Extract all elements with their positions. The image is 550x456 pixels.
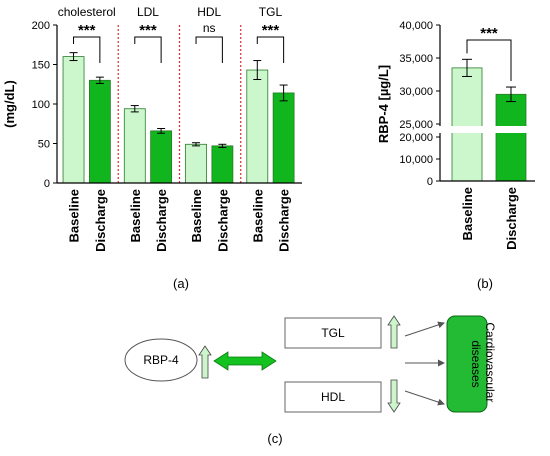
panel-b-y-tick-label: 30,000 xyxy=(399,86,433,98)
panel-a-category-label: Discharge xyxy=(154,189,169,252)
panel-a-significance-label: *** xyxy=(78,22,96,39)
panel-b-category-label: Discharge xyxy=(504,187,519,250)
panel-b-significance-bracket xyxy=(466,39,512,82)
panel-b-label: (b) xyxy=(477,276,493,291)
panel-a-category-label: Baseline xyxy=(67,189,82,242)
panel-a-significance-bracket xyxy=(256,36,285,63)
panel-a-bar-discharge xyxy=(211,145,234,184)
cardiovascular-node xyxy=(446,315,488,413)
panel-a-y-tick-label: 100 xyxy=(32,99,50,111)
tgl-node xyxy=(284,317,382,349)
panel-b-y-tick-label: 25,000 xyxy=(399,119,433,131)
panel-b-y-label: RBP-4 [µg/L] xyxy=(376,65,391,143)
panel-b-axis-break xyxy=(435,126,535,133)
panel-a-y-tick-label: 200 xyxy=(32,20,50,32)
panel-a-group-label: TGL xyxy=(259,5,283,19)
panel-a-group-label: LDL xyxy=(137,5,159,19)
panel-b-category-label: Baseline xyxy=(460,187,475,240)
panel-a-category-label: Discharge xyxy=(215,189,230,252)
panel-a-category-label: Discharge xyxy=(93,189,108,252)
tgl-increase-arrow-icon xyxy=(387,315,401,349)
panel-a-y-label: (mg/dL) xyxy=(2,80,17,128)
panel-b-significance-label: *** xyxy=(480,25,498,42)
hdl-decrease-arrow-icon xyxy=(387,379,401,413)
panel-a-category-label: Discharge xyxy=(277,189,292,252)
hdl-node xyxy=(284,381,382,413)
panel-a-category-label: Baseline xyxy=(250,189,265,242)
panel-b-y-tick-label: 20,000 xyxy=(399,132,433,144)
panel-a-group-label: HDL xyxy=(197,5,221,19)
rbp4-node-label: RBP-4 xyxy=(143,353,179,367)
panel-b-y-tick-label: 10,000 xyxy=(399,154,433,166)
panel-a-label: (a) xyxy=(173,276,189,291)
panel-a-bar-baseline xyxy=(185,143,207,184)
panel-a-bar-baseline xyxy=(62,56,85,184)
panel-c-diagram: RBP-4 TGL HDL Cardiovascular diseases xyxy=(124,315,497,413)
panel-a-significance-label: *** xyxy=(139,22,157,39)
rbp4-node xyxy=(124,338,198,382)
panel-b-bar-baseline xyxy=(451,67,483,182)
panel-a-category-label: Baseline xyxy=(128,189,143,242)
panel-a-y-tick-label: 50 xyxy=(38,139,50,151)
panel-a-significance-label: ns xyxy=(203,21,216,35)
panel-a-significance-bracket xyxy=(134,36,162,63)
panel-a-y-tick-label: 150 xyxy=(32,60,50,72)
panel-a-significance-bracket xyxy=(195,36,223,63)
rbp4-increase-arrow-icon xyxy=(198,345,212,379)
panel-a-bar-discharge xyxy=(272,92,295,184)
tgl-node-label: TGL xyxy=(321,326,345,340)
panel-b-y-tick-label: 0 xyxy=(427,176,433,188)
panel-a-bar-discharge xyxy=(88,79,111,184)
panel-a-group-label: cholesterol xyxy=(58,5,116,19)
panel-a-significance-bracket xyxy=(73,36,101,63)
panel-a-significance-label: *** xyxy=(262,22,280,39)
panel-a-y-tick-label: 0 xyxy=(44,178,50,190)
panel-b-chart: 25,000 30,000 35,000 40,000 0 10,000 20,000 **… xyxy=(376,20,535,250)
panel-a-category-label: Baseline xyxy=(189,189,204,242)
cardiovascular-node-label: Cardiovascular diseases xyxy=(469,322,497,405)
tgl-to-outcome-arrow xyxy=(404,321,445,337)
panel-b-bar-discharge xyxy=(495,93,527,182)
panel-a-chart: 0 50 100 150 200 *** *** ns *** cholesterol LDL H… xyxy=(2,5,302,252)
panel-c-label: (c) xyxy=(267,431,282,446)
panel-a-bar-discharge xyxy=(150,130,173,184)
hdl-to-outcome-arrow xyxy=(404,390,445,406)
panel-b-y-tick-label: 40,000 xyxy=(399,20,433,32)
panel-a-bar-baseline xyxy=(123,108,146,184)
panel-a-bar-baseline xyxy=(246,69,269,184)
hdl-node-label: HDL xyxy=(321,390,345,404)
double-arrow-icon xyxy=(213,351,277,371)
panel-b-y-tick-label: 35,000 xyxy=(399,53,433,65)
